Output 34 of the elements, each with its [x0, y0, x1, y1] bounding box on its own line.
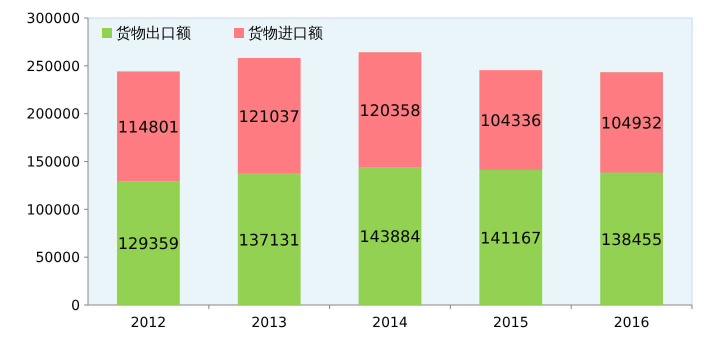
data-label: 104932: [601, 113, 662, 132]
bar: [116, 71, 180, 182]
data-label: 114801: [118, 117, 179, 136]
bar: [238, 174, 301, 305]
x-tick-label: 2016: [614, 315, 650, 331]
bar: [358, 167, 422, 305]
y-tick-label: 200000: [26, 106, 80, 123]
x-tick-label: 2015: [492, 315, 529, 331]
x-tick-label: 2014: [372, 315, 408, 331]
data-label: 121037: [238, 106, 300, 126]
bar: [600, 72, 664, 173]
data-label: 120358: [359, 100, 421, 120]
data-label: 104336: [480, 111, 542, 130]
bar: [600, 172, 664, 305]
x-tick-label: 2012: [130, 315, 166, 331]
y-tick-label: 250000: [26, 58, 80, 75]
legend-label: 货物出口额: [116, 24, 191, 42]
bar: [238, 58, 301, 174]
data-label: 137131: [238, 230, 300, 250]
y-tick-label: 50000: [35, 250, 80, 266]
bar: [479, 70, 542, 170]
data-label: 129359: [118, 234, 179, 254]
legend-label: 货物进口额: [248, 24, 323, 42]
y-tick-label: 300000: [26, 11, 80, 27]
data-label: 141167: [480, 228, 542, 248]
bar: [116, 181, 180, 305]
bar: [479, 170, 542, 305]
data-label: 138455: [601, 230, 662, 249]
data-label: 143884: [359, 227, 421, 246]
bar: [358, 52, 422, 168]
y-tick-label: 100000: [26, 202, 80, 218]
x-tick-label: 2013: [251, 315, 288, 331]
y-tick-label: 0: [71, 298, 80, 314]
y-tick-label: 150000: [26, 154, 80, 170]
